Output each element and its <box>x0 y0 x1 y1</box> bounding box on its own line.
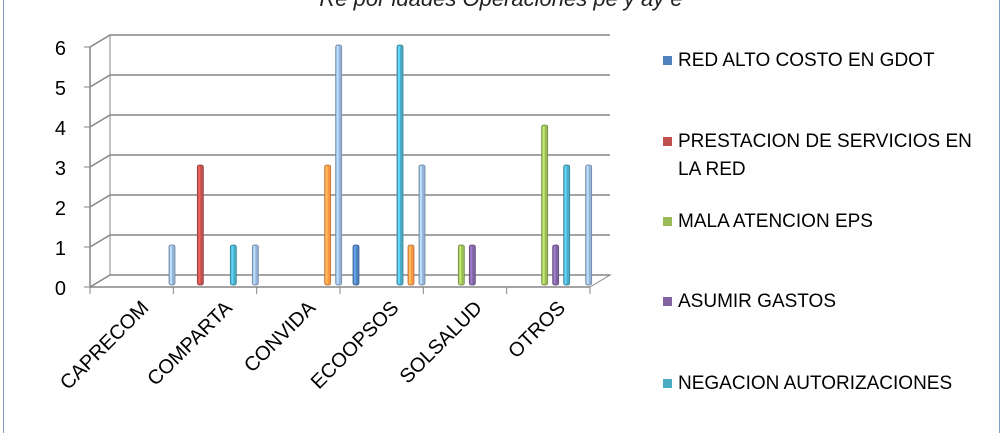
x-tick-label: COMPARTA <box>143 297 237 391</box>
bar-highlight <box>398 46 400 284</box>
bar <box>457 244 465 286</box>
bar <box>563 164 571 286</box>
gridline <box>89 234 610 248</box>
legend-label: RED ALTO COSTO EN GDOT <box>678 50 935 71</box>
x-tick-label: OTROS <box>504 297 570 363</box>
chart-title-cut-off: Re por idades Operaciones pe y ay e <box>0 0 1002 12</box>
y-tick-label: 1 <box>55 238 66 260</box>
bar-highlight <box>409 246 411 284</box>
bar-highlight <box>459 246 462 284</box>
legend-item-mala-atencion: MALA ATENCION EPS <box>663 208 998 236</box>
legend-item-red-alto-costo: RED ALTO COSTO EN GDOT <box>663 47 998 75</box>
bar <box>229 244 237 286</box>
bar <box>418 164 426 286</box>
gridline <box>89 114 610 128</box>
y-tick-label: 2 <box>55 198 66 220</box>
y-tick-label: 3 <box>55 158 66 180</box>
legend-swatch <box>663 56 672 65</box>
bar <box>168 244 176 286</box>
y-tick-label: 4 <box>55 118 66 140</box>
bar-highlight <box>198 166 201 284</box>
legend-item-asumir-gastos: ASUMIR GASTOS <box>663 288 998 316</box>
gridline <box>89 34 610 48</box>
bar-highlight <box>170 246 172 284</box>
legend-swatch <box>663 137 672 146</box>
axes <box>84 46 591 294</box>
legend-swatch <box>663 379 672 388</box>
bar <box>407 244 415 286</box>
x-tick-label: ECOOPSOS <box>307 297 404 394</box>
bar <box>585 164 593 286</box>
bar-highlight <box>231 246 234 284</box>
gridline <box>89 154 610 168</box>
x-tick-label: CONVIDA <box>240 297 320 377</box>
legend-swatch <box>663 297 672 306</box>
bar-highlight <box>542 126 545 284</box>
bar-highlight <box>420 166 422 284</box>
y-tick-label: 5 <box>55 78 66 100</box>
gridline <box>89 274 610 288</box>
bar <box>324 164 332 286</box>
legend-label: ASUMIR GASTOS <box>678 291 837 312</box>
bar-highlight <box>470 246 473 284</box>
floor <box>88 274 612 288</box>
bar-highlight <box>586 166 589 284</box>
plot-back-walls <box>88 34 612 288</box>
gridline <box>89 194 610 208</box>
x-tick-label: SOLSALUD <box>396 297 487 388</box>
legend-label: NEGACION AUTORIZACIONES <box>678 373 953 394</box>
bars <box>168 44 593 286</box>
bar-highlight <box>325 166 328 284</box>
legend-item-prestacion-servicios: PRESTACION DE SERVICIOS EN LA RED <box>663 128 998 184</box>
bar <box>196 164 204 286</box>
x-tick-label: CAPRECOM <box>56 297 153 394</box>
y-tick-label: 0 <box>55 278 66 300</box>
bar <box>552 244 560 286</box>
gridline <box>89 74 610 88</box>
legend-label: MALA ATENCION EPS <box>678 211 873 232</box>
grid-lines <box>89 34 610 288</box>
bar <box>335 44 343 286</box>
y-tick-label: 6 <box>55 38 66 60</box>
chart-frame <box>3 0 1000 433</box>
bar <box>541 124 549 286</box>
bar <box>468 244 476 286</box>
bar-highlight <box>564 166 567 284</box>
bar <box>352 244 360 286</box>
bar-highlight <box>336 46 339 284</box>
bar <box>396 44 404 286</box>
legend-label: PRESTACION DE SERVICIOS EN LA RED <box>678 131 972 180</box>
y-tick-labels: 0 1 2 3 4 5 6 <box>55 38 66 300</box>
bar-highlight <box>253 246 256 284</box>
legend-item-negacion-autorizaciones: NEGACION AUTORIZACIONES <box>663 370 998 398</box>
bar-highlight <box>354 246 356 284</box>
bar-highlight <box>553 246 556 284</box>
legend-swatch <box>663 217 672 226</box>
bar <box>251 244 259 286</box>
